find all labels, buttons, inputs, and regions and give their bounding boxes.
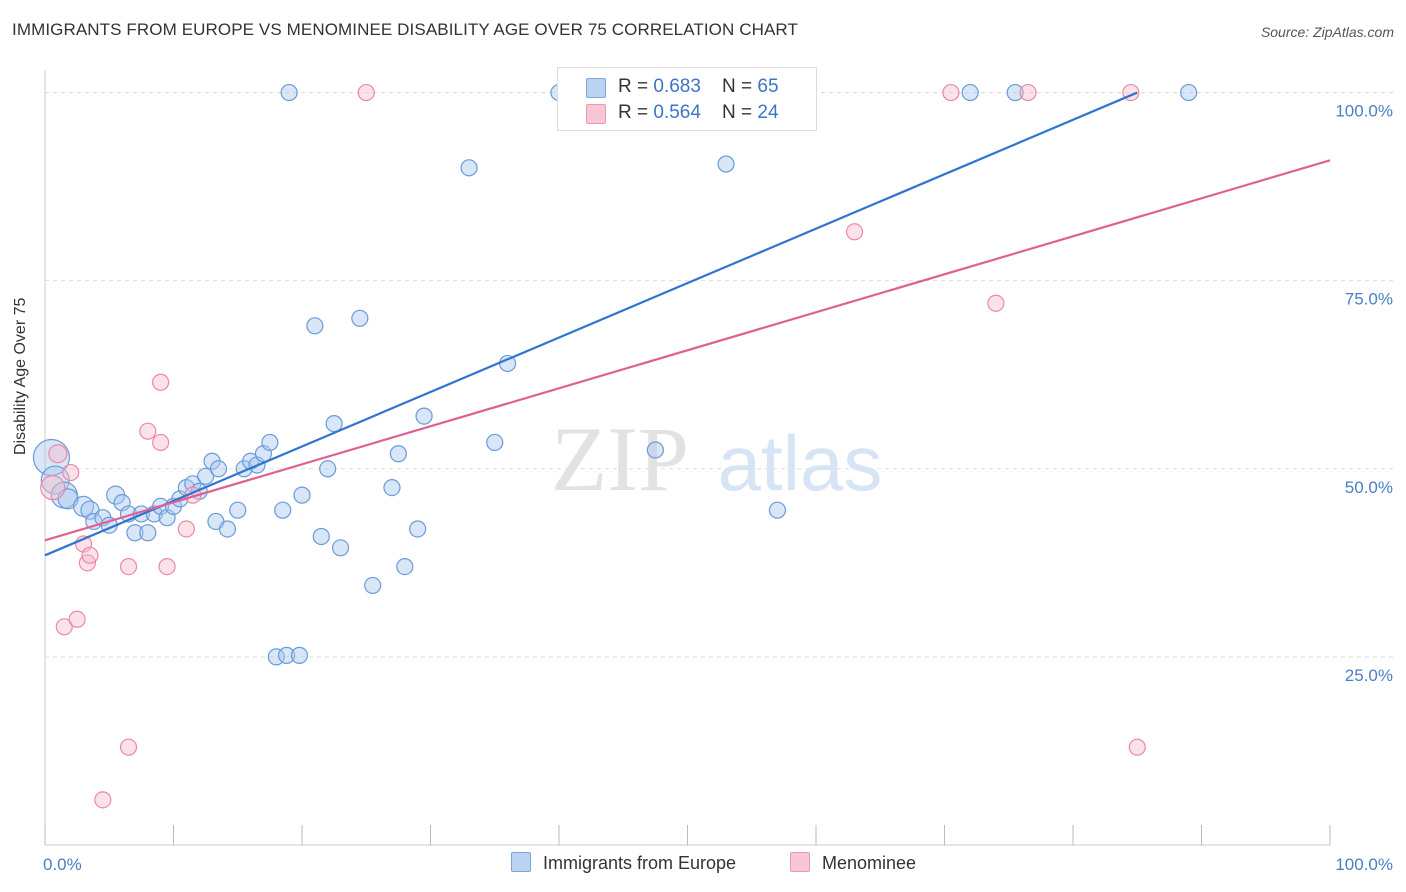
pink-point [1019,83,1037,102]
axis-layer [44,70,1331,846]
pink-point [152,433,170,452]
legend-pink-r-value: 0.564 [653,102,701,123]
blue-point [486,433,504,452]
pink-point [81,546,99,564]
y-tick-label: 100.0% [1335,102,1393,121]
y-axis-label: Disability Age Over 75 [12,297,29,455]
legend-blue-r-value: 0.683 [653,76,701,97]
blue-point [197,467,215,485]
legend-swatch-pink [586,104,606,124]
tick-layer: 25.0% 50.0% 75.0% 100.0% 0.0% 100.0% [43,102,1393,874]
blue-point [351,309,369,327]
correlation-legend: R = 0.683 N = 65 R = 0.564 N = 24 [557,67,817,131]
blue-point [961,83,979,102]
legend-blue-n-label: N = [722,76,758,97]
pink-point [119,558,138,576]
x-tick-label-max: 100.0% [1335,855,1393,874]
legend-swatch-blue [586,78,606,98]
pink-point [177,520,195,538]
pink-point [845,223,864,241]
legend-blue-n-value: 65 [757,76,779,97]
bottom-legend-pink: Menominee [790,852,916,874]
blue-point [209,460,228,478]
pink-point [357,83,375,102]
blue-point [126,524,144,542]
blue-point [280,83,298,102]
blue-point [646,441,664,459]
pink-point [55,618,73,636]
chart-title: IMMIGRANTS FROM EUROPE VS MENOMINEE DISA… [12,20,798,39]
pink-point [158,558,176,576]
pink-point [62,463,80,482]
blue-point [274,501,292,519]
source-label: Source: ZipAtlas.com [1260,24,1394,40]
blue-point [218,520,237,538]
blue-point [1180,83,1198,102]
watermark-atlas: atlas [718,419,883,507]
bottom-legend-label-pink: Menominee [822,853,917,873]
watermark-zip: ZIP [551,408,689,510]
blue-point [312,527,330,546]
blue-point [409,520,427,538]
blue-point [396,558,414,576]
y-tick-label: 75.0% [1345,290,1393,309]
blue-point [389,445,407,463]
pink-point [139,422,157,440]
blue-point [1006,83,1024,102]
pink-point [94,791,112,809]
bottom-legend-blue: Immigrants from Europe [511,852,736,874]
blue-point [331,539,350,557]
legend-pink-n-label: N = [722,102,758,123]
legend-blue-r-label: R = [618,76,654,97]
blue-point [383,478,401,497]
pink-trend-line [44,159,1331,542]
blue-point [325,415,343,433]
pink-point [119,738,138,756]
legend-pink-n-value: 24 [757,102,779,123]
blue-point [290,646,309,664]
pink-point [987,294,1005,312]
bottom-legend-swatch-blue [511,852,531,872]
blue-point [319,460,337,478]
blue-point [306,317,324,335]
pink-point [942,83,960,102]
blue-point [364,576,382,595]
pink-point [68,610,86,628]
blue-point [415,407,433,425]
blue-trend-line [44,91,1138,557]
blue-point [717,155,735,173]
points-layer [32,83,1198,809]
pink-point [152,373,170,391]
pink-point [48,444,68,464]
blue-point [460,159,478,177]
y-tick-label: 50.0% [1345,478,1393,497]
trend-layer [44,91,1331,557]
bottom-legend-label-blue: Immigrants from Europe [543,853,737,873]
pink-point [40,474,66,501]
blue-point [277,646,296,664]
x-tick-label-min: 0.0% [43,855,82,874]
pink-point [1128,738,1146,756]
blue-point [229,501,247,519]
y-tick-label: 25.0% [1345,666,1393,685]
blue-point [293,486,311,504]
grid-layer [45,92,1395,658]
bottom-legend-swatch-pink [790,852,810,872]
legend-pink-r-label: R = [618,102,654,123]
blue-point [768,501,787,519]
blue-point [139,524,157,542]
blue-point [261,433,279,452]
